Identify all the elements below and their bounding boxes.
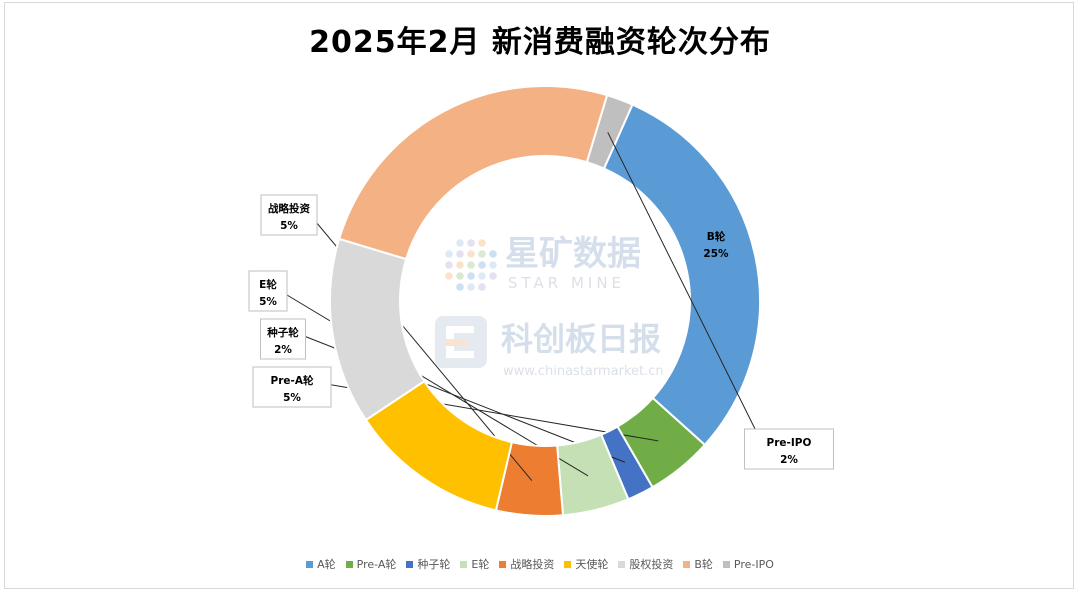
data-label-value: 25% [703, 248, 729, 260]
data-label-name: B轮 [707, 230, 726, 243]
legend-item: Pre-IPO [722, 556, 774, 572]
data-label-value: 5% [259, 296, 277, 308]
legend-swatch [499, 560, 507, 568]
legend-label: E轮 [471, 558, 490, 571]
data-label-name: Pre-A轮 [271, 374, 314, 387]
slice-b [337, 85, 609, 261]
legend-item: 股权投资 [618, 556, 673, 572]
data-label-value: 2% [274, 344, 292, 356]
slice-a [602, 103, 761, 447]
legend-item: B轮 [683, 556, 713, 572]
watermark-url: www.chinastarmarket.cn [503, 364, 664, 379]
watermark-brand-2: 科创板日报 [501, 320, 661, 358]
legend-label: Pre-IPO [733, 557, 774, 571]
chart-title: 2025年2月 新消费融资轮次分布 [309, 25, 771, 60]
legend-label: 天使轮 [575, 558, 609, 571]
chart-legend: A轮 Pre-A轮 种子轮 E轮 战略投资 天使轮 股权投资 B轮 Pre-IPO [5, 556, 1075, 572]
legend-swatch [722, 560, 730, 568]
legend-label: 种子轮 [417, 558, 451, 571]
data-label: B轮 25% [703, 230, 729, 260]
legend-swatch [683, 560, 691, 568]
legend-item: E轮 [460, 556, 489, 572]
legend-item: 种子轮 [406, 556, 450, 572]
legend-label: A轮 [317, 558, 336, 571]
star-mine-logo [445, 239, 497, 291]
watermark-brand-1-en: STAR MINE [508, 274, 625, 292]
data-label-name: 战略投资 [268, 202, 310, 215]
legend-label: 战略投资 [510, 558, 555, 571]
data-label: 战略投资 5% [260, 194, 533, 481]
chinastarmarket-logo [435, 316, 487, 368]
leader-line [607, 132, 763, 444]
legend-label: Pre-A轮 [356, 558, 397, 571]
legend-swatch [564, 560, 572, 568]
data-label-name: 种子轮 [266, 326, 299, 339]
chart-frame: 2025年2月 新消费融资轮次分布 星矿数据 STAR MINE 科创板日报 www.… [4, 2, 1074, 589]
legend-item: 战略投资 [499, 556, 554, 572]
legend-item: Pre-A轮 [345, 556, 397, 572]
legend-swatch [618, 560, 626, 568]
data-label-name: Pre-IPO [767, 437, 812, 449]
legend-item: A轮 [306, 556, 336, 572]
legend-item: 天使轮 [564, 556, 608, 572]
legend-swatch [460, 560, 468, 568]
legend-swatch [345, 560, 353, 568]
data-label-value: 5% [283, 392, 301, 404]
data-label-name: E轮 [259, 278, 277, 291]
legend-swatch [406, 560, 414, 568]
data-label-value: 2% [780, 454, 798, 466]
legend-swatch [306, 560, 314, 568]
watermark-brand-1: 星矿数据 [505, 234, 641, 274]
data-label: Pre-IPO 2% [607, 132, 834, 470]
legend-label: B轮 [694, 558, 713, 571]
legend-label: 股权投资 [629, 558, 674, 571]
data-label-value: 5% [280, 220, 298, 232]
slice-pre-ipo [585, 93, 634, 170]
